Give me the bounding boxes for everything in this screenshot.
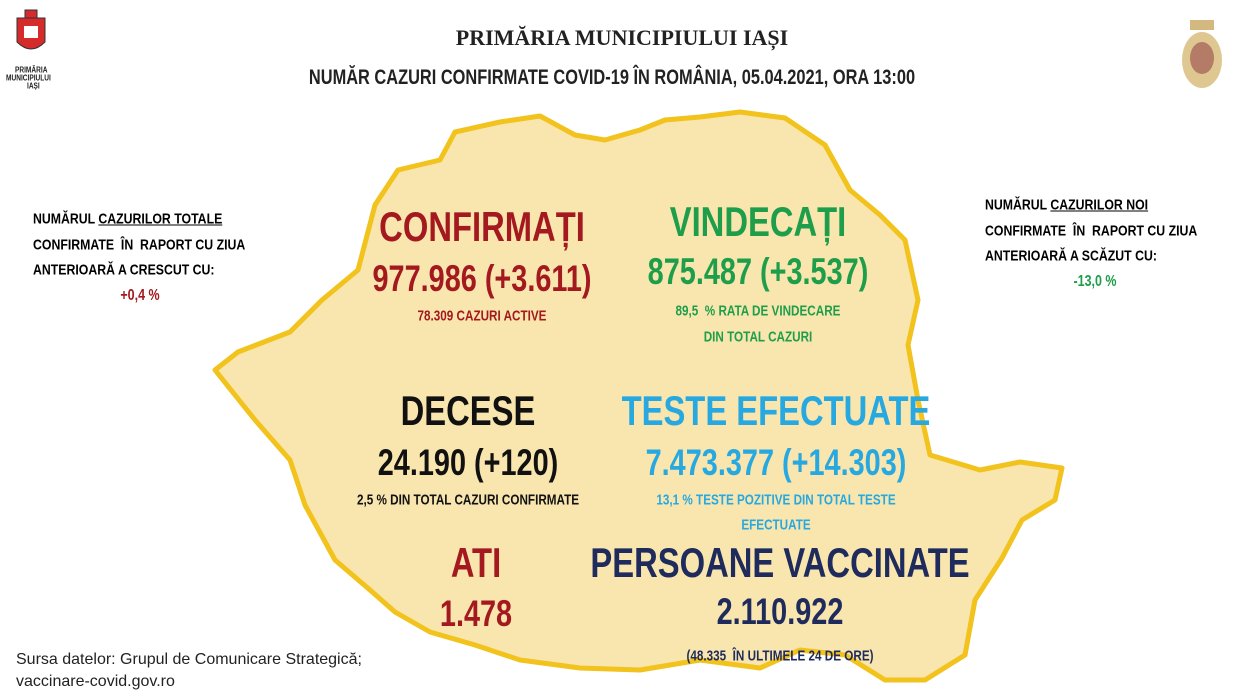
note-text: NUMĂRUL: [985, 196, 1047, 214]
logo-text: PRIMĂRIA: [15, 65, 48, 75]
romania-map: [212, 109, 1065, 683]
note-line: CONFIRMATE ÎN RAPORT CU ZIUA: [33, 236, 246, 254]
stat-note: (48.335 ÎN ULTIMELE 24 DE ORE): [686, 647, 874, 665]
note-text: NUMĂRUL: [33, 210, 95, 228]
stat-value: 875.487 (+3.537): [647, 251, 869, 292]
stat-note: 78.309 CAZURI ACTIVE: [417, 307, 547, 325]
stat-title: ATI: [450, 539, 502, 586]
stat-note: 13,1 % TESTE POZITIVE DIN TOTAL TESTE: [656, 491, 896, 509]
logo-text: MUNICIPIULUI: [6, 73, 51, 83]
stat-note: 2,5 % DIN TOTAL CAZURI CONFIRMATE: [356, 491, 580, 509]
header-subtitle: NUMĂR CAZURI CONFIRMATE COVID-19 ÎN ROMÂ…: [308, 66, 916, 89]
note-prefix: NUMĂRUL CAZURILOR NOI: [985, 197, 1148, 214]
stat-value: 7.473.377 (+14.303): [645, 442, 907, 483]
stat-title: CONFIRMAȚI: [379, 203, 585, 250]
stat-title: VINDECAȚI: [669, 198, 847, 245]
stat-value: 977.986 (+3.611): [372, 258, 592, 299]
note-line: ANTERIOARĂ A CRESCUT CU:: [33, 261, 215, 279]
stat-title: TESTE EFECTUATE: [621, 387, 931, 434]
stat-value: 24.190 (+120): [377, 442, 559, 483]
footer-source: vaccinare-covid.gov.ro: [16, 673, 175, 690]
note-value: -13,0 %: [1073, 273, 1117, 290]
note-underlined: CAZURILOR NOI: [1050, 196, 1149, 214]
stat-note: EFECTUATE: [741, 516, 811, 534]
stat-value: 2.110.922: [716, 591, 844, 632]
stat-note: 89,5 % RATA DE VINDECARE: [675, 302, 841, 320]
note-value: +0,4 %: [120, 287, 160, 304]
note-line: CONFIRMATE ÎN RAPORT CU ZIUA: [985, 222, 1198, 240]
right-logo: [1182, 20, 1222, 88]
stat-title: DECESE: [400, 387, 536, 434]
note-line: ANTERIOARĂ A SCĂZUT CU:: [985, 247, 1157, 265]
stat-value: 1.478: [439, 593, 513, 634]
stat-note: DIN TOTAL CAZURI: [703, 328, 813, 346]
footer-source: Sursa datelor: Grupul de Comunicare Stra…: [16, 651, 362, 668]
left-logo: [16, 9, 46, 50]
note-prefix: NUMĂRUL CAZURILOR TOTALE: [33, 211, 222, 228]
header-title: PRIMĂRIA MUNICIPIULUI IAȘI: [455, 25, 789, 50]
stat-title: PERSOANE VACCINATE: [590, 539, 970, 586]
logo-text: IAȘI: [27, 81, 40, 91]
note-underlined: CAZURILOR TOTALE: [98, 210, 223, 228]
